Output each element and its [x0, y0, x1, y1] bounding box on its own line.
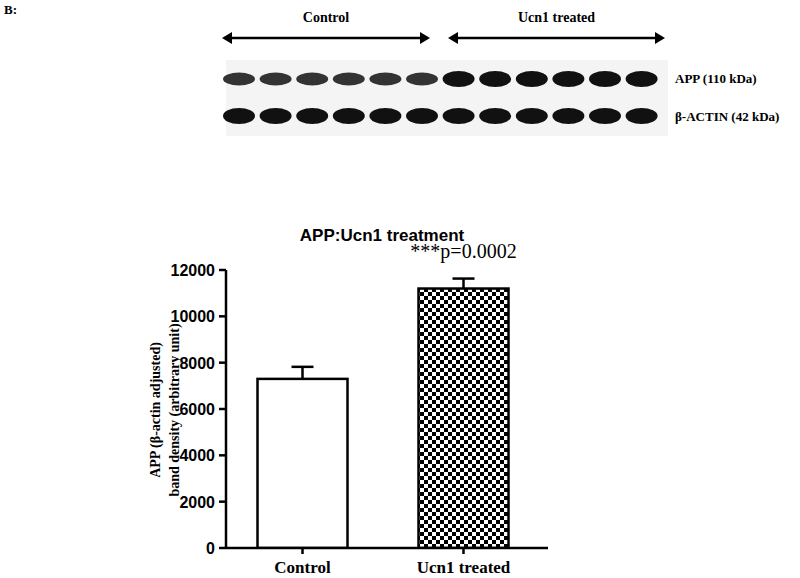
y-tick — [219, 454, 226, 457]
actin-band — [369, 108, 401, 124]
y-tick-label: 4000 — [179, 447, 215, 464]
actin-band — [443, 108, 475, 124]
y-tick — [219, 408, 226, 411]
actin-band — [223, 108, 255, 124]
app-band — [626, 71, 658, 87]
group-arrow — [228, 37, 424, 40]
actin-band — [333, 108, 365, 124]
y-label-line: APP (β-actin adjusted) — [148, 342, 164, 478]
arrow-head — [420, 32, 430, 44]
arrow-head — [448, 32, 458, 44]
actin-band — [260, 108, 292, 124]
y-axis-label: APP (β-actin adjusted)band density (arbi… — [148, 323, 183, 496]
panel-label: B: — [4, 2, 17, 17]
band-label: β-ACTIN (42 kDa) — [675, 109, 779, 124]
western-blot: Control Ucn1 treated APP (110 kDa) β-ACTIN … — [222, 10, 779, 136]
error-bar — [453, 279, 475, 289]
y-tick-label: 2000 — [179, 494, 215, 511]
group-label: Control — [303, 10, 350, 25]
bar — [419, 289, 509, 548]
x-tick-label: Ucn1 treated — [417, 558, 511, 577]
y-tick — [219, 315, 226, 318]
bars — [258, 279, 509, 548]
x-tick — [462, 548, 465, 554]
app-band — [589, 71, 621, 87]
actin-band — [406, 108, 438, 124]
group-label: Ucn1 treated — [518, 10, 595, 25]
actin-band — [479, 108, 511, 124]
band-label: APP (110 kDa) — [675, 71, 757, 86]
group-arrow — [454, 37, 659, 40]
error-bar — [292, 367, 314, 379]
arrow-head — [655, 32, 665, 44]
app-band — [479, 71, 511, 87]
actin-band — [589, 108, 621, 124]
y-tick — [219, 269, 226, 272]
app-band — [223, 73, 255, 86]
arrow-head — [222, 32, 232, 44]
x-axis — [226, 547, 548, 550]
y-tick-label: 0 — [206, 540, 215, 557]
actin-band — [552, 108, 584, 124]
app-band — [552, 71, 584, 87]
y-tick-label: 8000 — [179, 355, 215, 372]
actin-band — [296, 108, 328, 124]
figure: B: Control Ucn1 treated APP (110 kDa) β-ACTI… — [0, 0, 800, 578]
actin-band — [516, 108, 548, 124]
annotation: ***p=0.0002 — [410, 240, 516, 263]
app-band — [369, 73, 401, 86]
x-tick-label: Control — [274, 558, 331, 577]
y-tick — [219, 361, 226, 364]
y-tick-label: 12000 — [171, 262, 216, 279]
y-tick — [219, 547, 226, 550]
app-band — [406, 73, 438, 86]
app-band — [296, 73, 328, 86]
y-tick-label: 10000 — [171, 308, 216, 325]
x-tick — [301, 548, 304, 554]
actin-band — [626, 108, 658, 124]
y-tick — [219, 500, 226, 503]
blot-background — [226, 60, 668, 136]
app-band — [516, 71, 548, 87]
app-band — [333, 73, 365, 86]
app-band — [260, 73, 292, 86]
y-tick-label: 6000 — [179, 401, 215, 418]
bar — [258, 379, 348, 548]
app-band — [443, 71, 475, 87]
